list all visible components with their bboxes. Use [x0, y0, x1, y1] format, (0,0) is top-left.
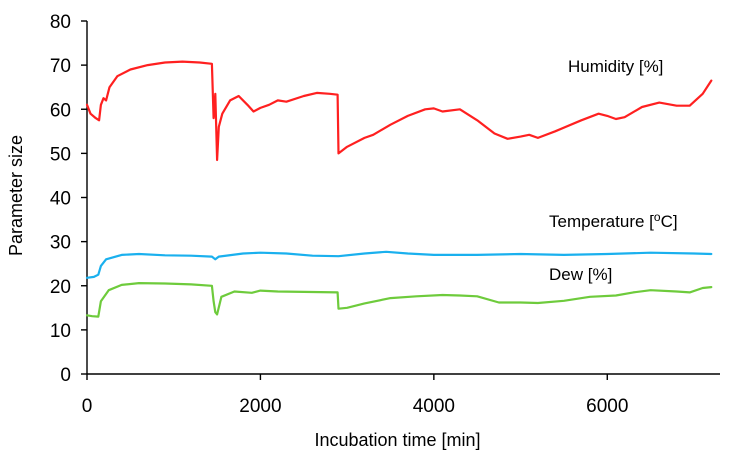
series-lines [85, 60, 713, 318]
y-tick-label: 10 [50, 321, 71, 342]
series-labels: Humidity [%] Temperature [oC] Dew [%] [549, 57, 678, 284]
y-tick-label: 40 [50, 189, 71, 210]
y-axis-title: Parameter size [6, 135, 26, 256]
series-label-0: Humidity [%] [568, 57, 663, 76]
x-tick-label: 6000 [586, 396, 628, 417]
x-axis-title: Incubation time [min] [314, 430, 480, 450]
series-label-2: Dew [%] [549, 265, 612, 284]
series-line-0 [85, 60, 713, 162]
y-tick-label: 80 [50, 12, 71, 33]
y-tick-label: 0 [60, 365, 71, 386]
y-tick-label: 30 [50, 233, 71, 254]
x-tick-label: 2000 [239, 396, 281, 417]
x-tick-label: 4000 [413, 396, 455, 417]
series-label-1: Temperature [oC] [549, 210, 678, 231]
series-line-2 [85, 282, 713, 318]
y-tick-label: 50 [50, 144, 71, 165]
ticks: 0 10 20 30 40 50 60 70 80 0 2000 4000 6000 [50, 12, 629, 417]
y-tick-label: 60 [50, 100, 71, 121]
x-tick-label: 0 [82, 396, 93, 417]
y-tick-label: 70 [50, 56, 71, 77]
series-line-1 [85, 250, 713, 279]
y-tick-label: 20 [50, 277, 71, 298]
